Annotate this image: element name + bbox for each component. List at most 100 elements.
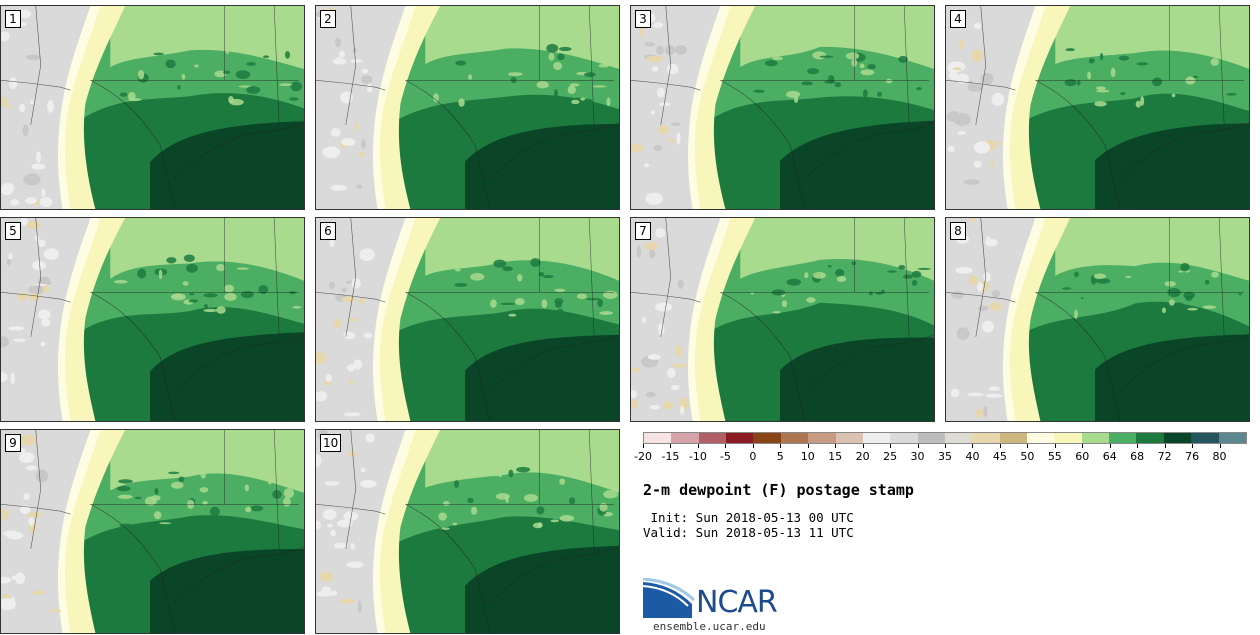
colorbar-tick bbox=[1137, 444, 1139, 448]
panel-number-label: 7 bbox=[635, 222, 651, 240]
map-panel-10: 10 bbox=[315, 429, 620, 634]
colorbar-tick bbox=[643, 444, 644, 448]
valid-time: Valid: Sun 2018-05-13 11 UTC bbox=[643, 525, 854, 540]
colorbar-swatch bbox=[972, 433, 1000, 443]
colorbar-tick bbox=[697, 444, 699, 448]
colorbar-tick bbox=[835, 444, 837, 448]
panel-number-label: 10 bbox=[320, 434, 342, 452]
map-panel-5: 5 bbox=[0, 217, 305, 422]
colorbar-tick bbox=[999, 444, 1001, 448]
colorbar-tick-label: -5 bbox=[719, 450, 731, 463]
colorbar-swatch bbox=[999, 433, 1028, 443]
colorbar-swatch bbox=[835, 433, 863, 443]
colorbar-tick-label: 30 bbox=[910, 450, 925, 463]
colorbar-tick-label: 15 bbox=[828, 450, 843, 463]
colorbar-tick-label: -15 bbox=[661, 450, 680, 463]
dewpoint-map bbox=[316, 430, 619, 633]
colorbar-tick-label: 64 bbox=[1102, 450, 1117, 463]
map-panel-3: 3 bbox=[630, 5, 935, 210]
map-panel-6: 6 bbox=[315, 217, 620, 422]
colorbar-swatch bbox=[698, 433, 727, 443]
colorbar-tick-label: 80 bbox=[1212, 450, 1227, 463]
colorbar-tick bbox=[752, 444, 754, 448]
colorbar-tick-label: 55 bbox=[1047, 450, 1062, 463]
colorbar-tick-label: 72 bbox=[1157, 450, 1172, 463]
colorbar-tick-label: 0 bbox=[749, 450, 757, 463]
colorbar-swatch bbox=[753, 433, 781, 443]
colorbar-tick bbox=[1219, 444, 1221, 448]
panel-number-label: 9 bbox=[5, 434, 21, 452]
colorbar-tick-label: -10 bbox=[688, 450, 707, 463]
colorbar-swatch bbox=[726, 433, 754, 443]
colorbar-swatch bbox=[780, 433, 809, 443]
dewpoint-map bbox=[1, 6, 304, 209]
colorbar-tick-label: 40 bbox=[965, 450, 980, 463]
dewpoint-map bbox=[946, 6, 1249, 209]
logo-url: ensemble.ucar.edu bbox=[653, 620, 766, 633]
dewpoint-map bbox=[631, 6, 934, 209]
colorbar-tick bbox=[972, 444, 974, 448]
colorbar-swatch bbox=[1163, 433, 1192, 443]
map-panel-4: 4 bbox=[945, 5, 1250, 210]
map-panel-2: 2 bbox=[315, 5, 620, 210]
panel-number-label: 3 bbox=[635, 10, 651, 28]
colorbar-tick bbox=[725, 444, 727, 448]
colorbar bbox=[643, 432, 1247, 444]
colorbar-tick-label: 68 bbox=[1130, 450, 1145, 463]
dewpoint-map bbox=[1, 430, 304, 633]
colorbar-tick bbox=[1082, 444, 1084, 448]
dewpoint-map bbox=[1, 218, 304, 421]
colorbar-swatch bbox=[671, 433, 699, 443]
colorbar-tick-label: 10 bbox=[800, 450, 815, 463]
colorbar-tick bbox=[807, 444, 809, 448]
colorbar-swatch bbox=[944, 433, 973, 443]
colorbar-swatch bbox=[1109, 433, 1137, 443]
dewpoint-map bbox=[946, 218, 1249, 421]
colorbar-swatch bbox=[1136, 433, 1164, 443]
colorbar-tick bbox=[945, 444, 946, 448]
colorbar-swatch bbox=[1081, 433, 1110, 443]
init-time: Init: Sun 2018-05-13 00 UTC bbox=[643, 510, 854, 525]
colorbar-tick bbox=[1027, 444, 1029, 448]
panel-number-label: 1 bbox=[5, 10, 21, 28]
colorbar-swatch bbox=[1218, 433, 1246, 443]
map-panel-9: 9 bbox=[0, 429, 305, 634]
panel-number-label: 4 bbox=[950, 10, 966, 28]
colorbar-tick bbox=[1192, 444, 1194, 448]
panel-number-label: 2 bbox=[320, 10, 336, 28]
colorbar-swatch bbox=[890, 433, 918, 443]
colorbar-tick-label: 5 bbox=[776, 450, 784, 463]
colorbar-tick-label: 50 bbox=[1020, 450, 1035, 463]
panel-number-label: 6 bbox=[320, 222, 336, 240]
colorbar-swatch bbox=[808, 433, 836, 443]
colorbar-ticks: -20 -15 -10 -5 0 5 10 15 20 25 30 35 40 45 50 55 60 64 68 7… bbox=[634, 444, 1247, 466]
colorbar-tick bbox=[670, 444, 672, 448]
ncar-logo bbox=[642, 578, 696, 618]
colorbar-tick-label: 60 bbox=[1075, 450, 1090, 463]
colorbar-tick-label: 20 bbox=[855, 450, 870, 463]
colorbar-tick-label: -20 bbox=[634, 450, 652, 463]
colorbar-swatch bbox=[1054, 433, 1082, 443]
dewpoint-map bbox=[316, 218, 619, 421]
colorbar-swatch bbox=[917, 433, 945, 443]
colorbar-tick bbox=[1109, 444, 1111, 448]
colorbar-tick-label: 25 bbox=[883, 450, 898, 463]
figure-title: 2-m dewpoint (F) postage stamp bbox=[643, 481, 914, 499]
colorbar-swatch bbox=[862, 433, 891, 443]
dewpoint-map bbox=[631, 218, 934, 421]
logo-wordmark: NCAR bbox=[696, 585, 778, 620]
colorbar-tick bbox=[917, 444, 919, 448]
colorbar-tick bbox=[890, 444, 892, 448]
colorbar-tick-label: 35 bbox=[938, 450, 952, 463]
colorbar-swatch bbox=[644, 433, 672, 443]
colorbar-swatch bbox=[1191, 433, 1219, 443]
colorbar-tick bbox=[862, 444, 864, 448]
panel-number-label: 5 bbox=[5, 222, 21, 240]
colorbar-tick bbox=[780, 444, 782, 448]
colorbar-tick-label: 76 bbox=[1185, 450, 1200, 463]
colorbar-tick bbox=[1164, 444, 1166, 448]
colorbar-tick bbox=[1054, 444, 1056, 448]
map-panel-1: 1 bbox=[0, 5, 305, 210]
map-panel-7: 7 bbox=[630, 217, 935, 422]
dewpoint-map bbox=[316, 6, 619, 209]
